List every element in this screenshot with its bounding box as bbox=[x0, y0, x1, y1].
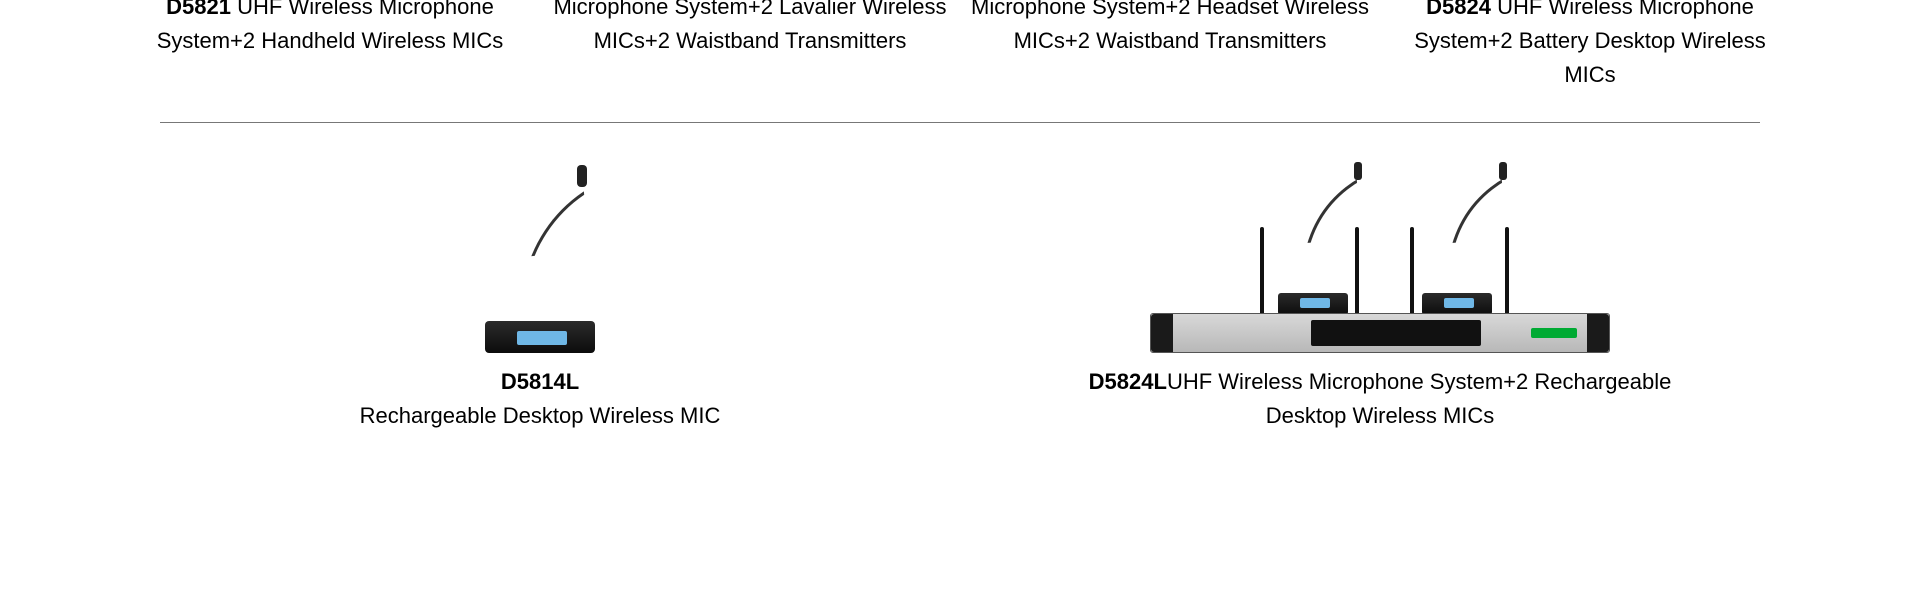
product-cell-right: D5824LUHF Wireless Microphone System+2 R… bbox=[960, 153, 1800, 433]
product-model: D5814L bbox=[501, 369, 579, 394]
product-col-1: D5821 UHF Wireless Microphone System+2 H… bbox=[120, 0, 540, 92]
mic-base-shape bbox=[1278, 293, 1348, 315]
product-col-4: D5824 UHF Wireless Microphone System+2 B… bbox=[1380, 0, 1800, 92]
product-desc: Microphone System+2 Lavalier Wireless MI… bbox=[553, 0, 946, 53]
mic-system-illustration bbox=[1150, 158, 1610, 353]
product-caption: D5814L Rechargeable Desktop Wireless MIC bbox=[120, 365, 960, 433]
product-image bbox=[120, 153, 960, 353]
bottom-product-row: D5814L Rechargeable Desktop Wireless MIC bbox=[0, 153, 1920, 433]
product-model: D5824 bbox=[1426, 0, 1491, 19]
mic-lcd-shape bbox=[517, 331, 567, 345]
mic-neck-shape bbox=[1441, 165, 1560, 302]
mic-tip-shape bbox=[1499, 162, 1507, 180]
antenna-shape bbox=[1260, 227, 1264, 315]
antenna-shape bbox=[1355, 227, 1359, 315]
product-desc: Desktop Wireless MICs bbox=[960, 399, 1800, 433]
mic-neck-shape bbox=[508, 168, 673, 333]
product-desc: Microphone System+2 Headset Wireless MIC… bbox=[971, 0, 1369, 53]
rack-panel-shape bbox=[1311, 320, 1481, 346]
section-divider bbox=[160, 122, 1760, 123]
product-col-3: Microphone System+2 Headset Wireless MIC… bbox=[960, 0, 1380, 92]
mic-base-shape bbox=[1422, 293, 1492, 315]
antenna-shape bbox=[1505, 227, 1509, 315]
product-model: D5824L bbox=[1089, 369, 1167, 394]
mic-lcd-shape bbox=[1444, 298, 1474, 308]
product-image bbox=[960, 153, 1800, 353]
antenna-shape bbox=[1410, 227, 1414, 315]
mic-tip-shape bbox=[577, 165, 587, 187]
mic-tip-shape bbox=[1354, 162, 1362, 180]
product-caption: D5824LUHF Wireless Microphone System+2 R… bbox=[960, 365, 1800, 433]
mic-lcd-shape bbox=[1300, 298, 1330, 308]
product-cell-left: D5814L Rechargeable Desktop Wireless MIC bbox=[120, 153, 960, 433]
product-model: D5821 bbox=[166, 0, 231, 19]
rack-receiver-shape bbox=[1150, 313, 1610, 353]
product-desc: Rechargeable Desktop Wireless MIC bbox=[120, 399, 960, 433]
gooseneck-mic-illustration bbox=[455, 163, 625, 353]
top-product-row: D5821 UHF Wireless Microphone System+2 H… bbox=[0, 0, 1920, 92]
rack-led-shape bbox=[1531, 328, 1577, 338]
product-desc: UHF Wireless Microphone System+2 Recharg… bbox=[1167, 369, 1671, 394]
product-col-2: Microphone System+2 Lavalier Wireless MI… bbox=[540, 0, 960, 92]
